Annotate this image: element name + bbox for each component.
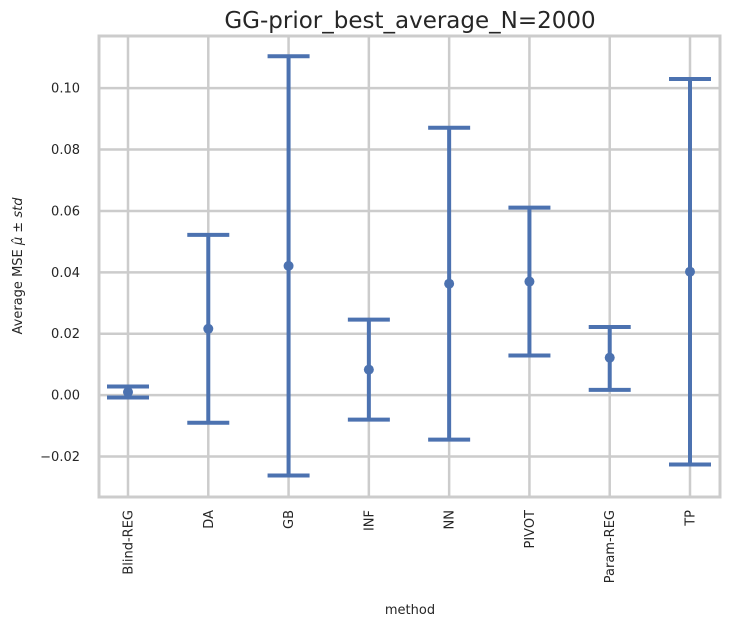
mean-point	[363, 364, 374, 375]
errorbar-param-reg	[588, 324, 631, 392]
y-tick-label: 0.08	[51, 143, 80, 158]
x-tick-label: Param-REG	[603, 510, 618, 583]
y-tick-label: 0.00	[51, 389, 80, 404]
y-tick-label: −0.02	[40, 450, 80, 465]
errorbar-gb	[267, 54, 310, 478]
mean-point	[283, 260, 294, 271]
x-tick-label: INF	[362, 510, 377, 531]
x-axis-ticks: Blind-REG DA GB INF NN PIVOT Param-REG TP	[122, 510, 699, 583]
series-average-mse	[107, 54, 711, 478]
mean-point	[123, 387, 133, 398]
errorbar-nn	[428, 125, 471, 442]
x-tick-label: PIVOT	[523, 510, 538, 549]
mean-point	[203, 323, 214, 334]
x-tick-label: GB	[282, 510, 297, 529]
plot-frame	[97, 34, 722, 499]
y-axis-label-prefix: Average MSE	[11, 245, 26, 334]
x-tick-label: DA	[202, 510, 217, 529]
mean-point	[685, 266, 695, 277]
errorbar-blind-reg	[107, 384, 149, 400]
x-tick-label: NN	[443, 510, 458, 529]
errorbar-tp	[669, 76, 711, 467]
y-axis-label: Average MSE μ̂ ± std	[11, 197, 26, 335]
x-tick-label: Blind-REG	[122, 510, 137, 575]
y-axis-ticks: −0.02 0.00 0.02 0.04 0.06 0.08 0.10	[40, 82, 80, 465]
x-tick-label: TP	[684, 510, 699, 527]
y-tick-label: 0.04	[51, 266, 80, 281]
mean-point	[604, 352, 615, 363]
mean-point	[444, 278, 455, 289]
gridlines	[99, 36, 720, 497]
mean-point	[524, 276, 535, 287]
chart-title: GG-prior_best_average_N=2000	[224, 8, 595, 34]
y-axis-label-math: μ̂ ± std	[11, 197, 26, 246]
errorbar-inf	[347, 317, 390, 422]
errorbar-da	[187, 232, 230, 425]
y-tick-label: 0.10	[51, 82, 80, 97]
errorbar-pivot	[508, 205, 551, 358]
x-axis-label: method	[385, 603, 435, 618]
y-tick-label: 0.06	[51, 204, 80, 219]
y-tick-label: 0.02	[51, 327, 80, 342]
